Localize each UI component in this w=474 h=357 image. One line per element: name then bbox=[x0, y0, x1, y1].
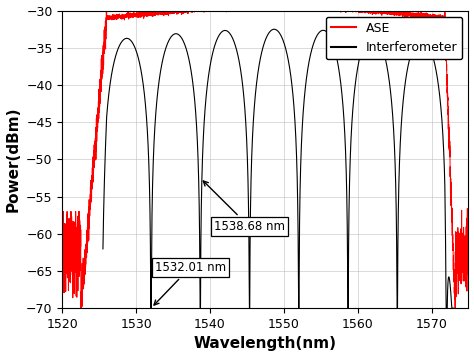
Y-axis label: Power(dBm): Power(dBm) bbox=[6, 107, 20, 212]
Text: 1532.01 nm: 1532.01 nm bbox=[154, 261, 226, 305]
Text: 1538.68 nm: 1538.68 nm bbox=[203, 181, 285, 233]
X-axis label: Wavelength(nm): Wavelength(nm) bbox=[194, 336, 337, 351]
Legend: ASE, Interferometer: ASE, Interferometer bbox=[326, 17, 462, 59]
